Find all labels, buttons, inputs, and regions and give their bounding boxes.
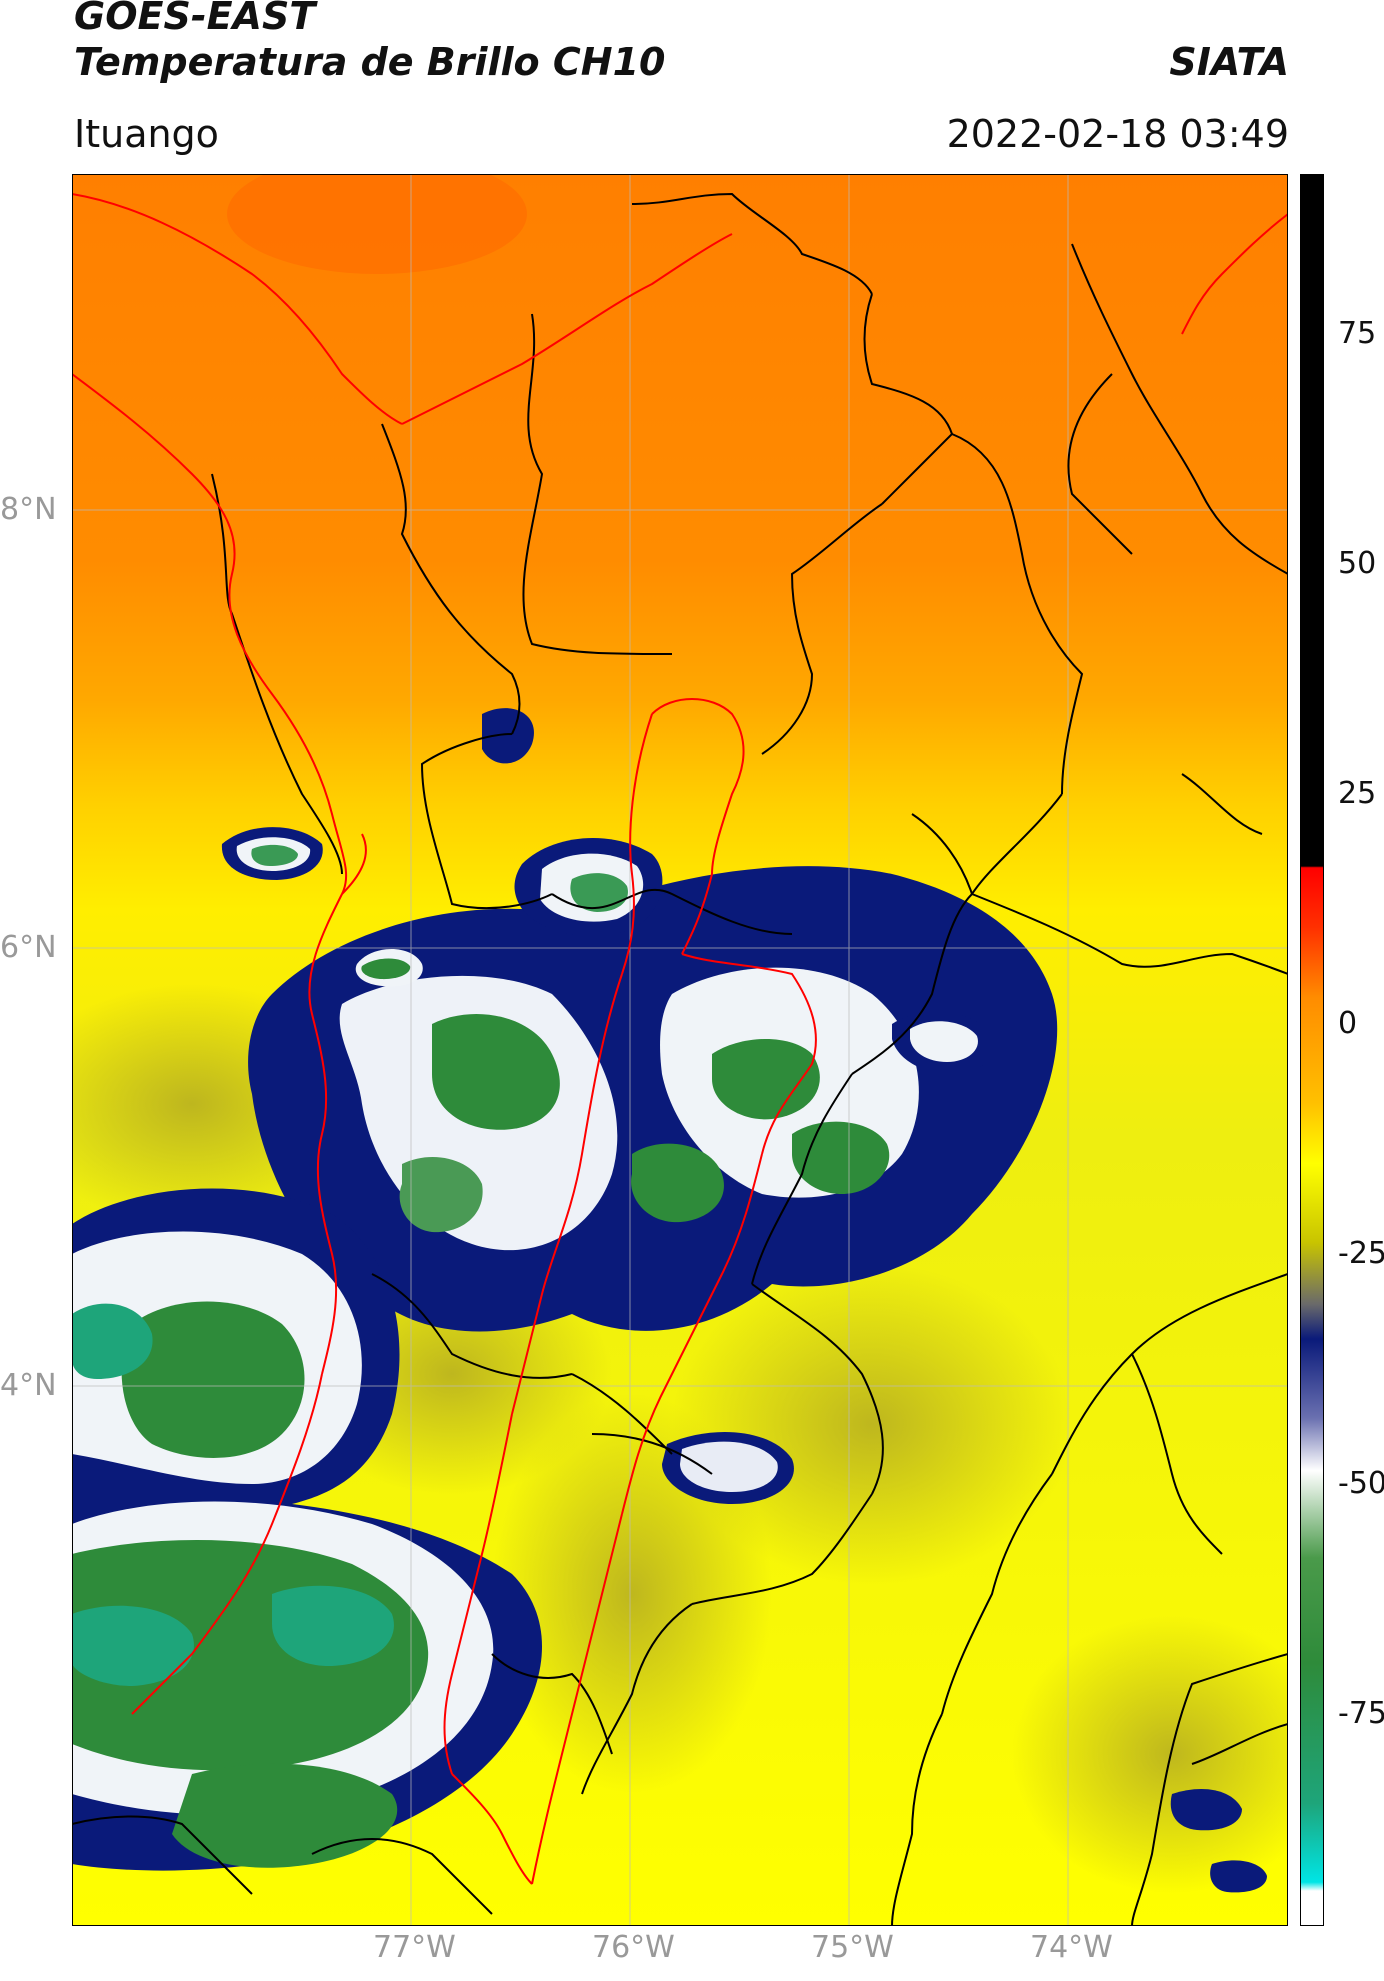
satellite-map [72,174,1288,1926]
colorbar-gradient [1300,174,1324,1926]
datetime-label: 2022-02-18 03:49 [946,112,1289,156]
lat-label-6n: 6°N [0,930,57,965]
colorbar-tick-75: 75 [1338,316,1377,351]
colorbar-tick-50: 50 [1338,546,1377,581]
colorbar-tick-minus50: -50 [1338,1466,1384,1501]
lat-label-4n: 4°N [0,1368,57,1403]
colorbar-tick-minus75: -75 [1338,1696,1384,1731]
satellite-title: GOES-EAST [74,0,316,38]
lat-label-8n: 8°N [0,492,57,527]
organization-label: SIATA [1169,40,1289,84]
colorbar [1300,174,1324,1926]
lon-label-74w: 74°W [1030,1930,1113,1965]
cloud-system-central [248,866,1058,1332]
colorbar-tick-minus25: -25 [1338,1236,1384,1271]
lon-label-77w: 77°W [373,1930,456,1965]
cloud-system-north [221,708,995,1504]
cloud-system-southwest [72,1188,1267,1893]
department-borders [72,192,1288,1926]
lon-label-76w: 76°W [592,1930,675,1965]
red-borders [72,193,1288,1885]
location-label: Ituango [74,112,219,156]
product-title: Temperatura de Brillo CH10 [74,40,666,84]
colorbar-tick-25: 25 [1338,776,1377,811]
colorbar-tick-0: 0 [1338,1006,1358,1041]
lon-label-75w: 75°W [811,1930,894,1965]
